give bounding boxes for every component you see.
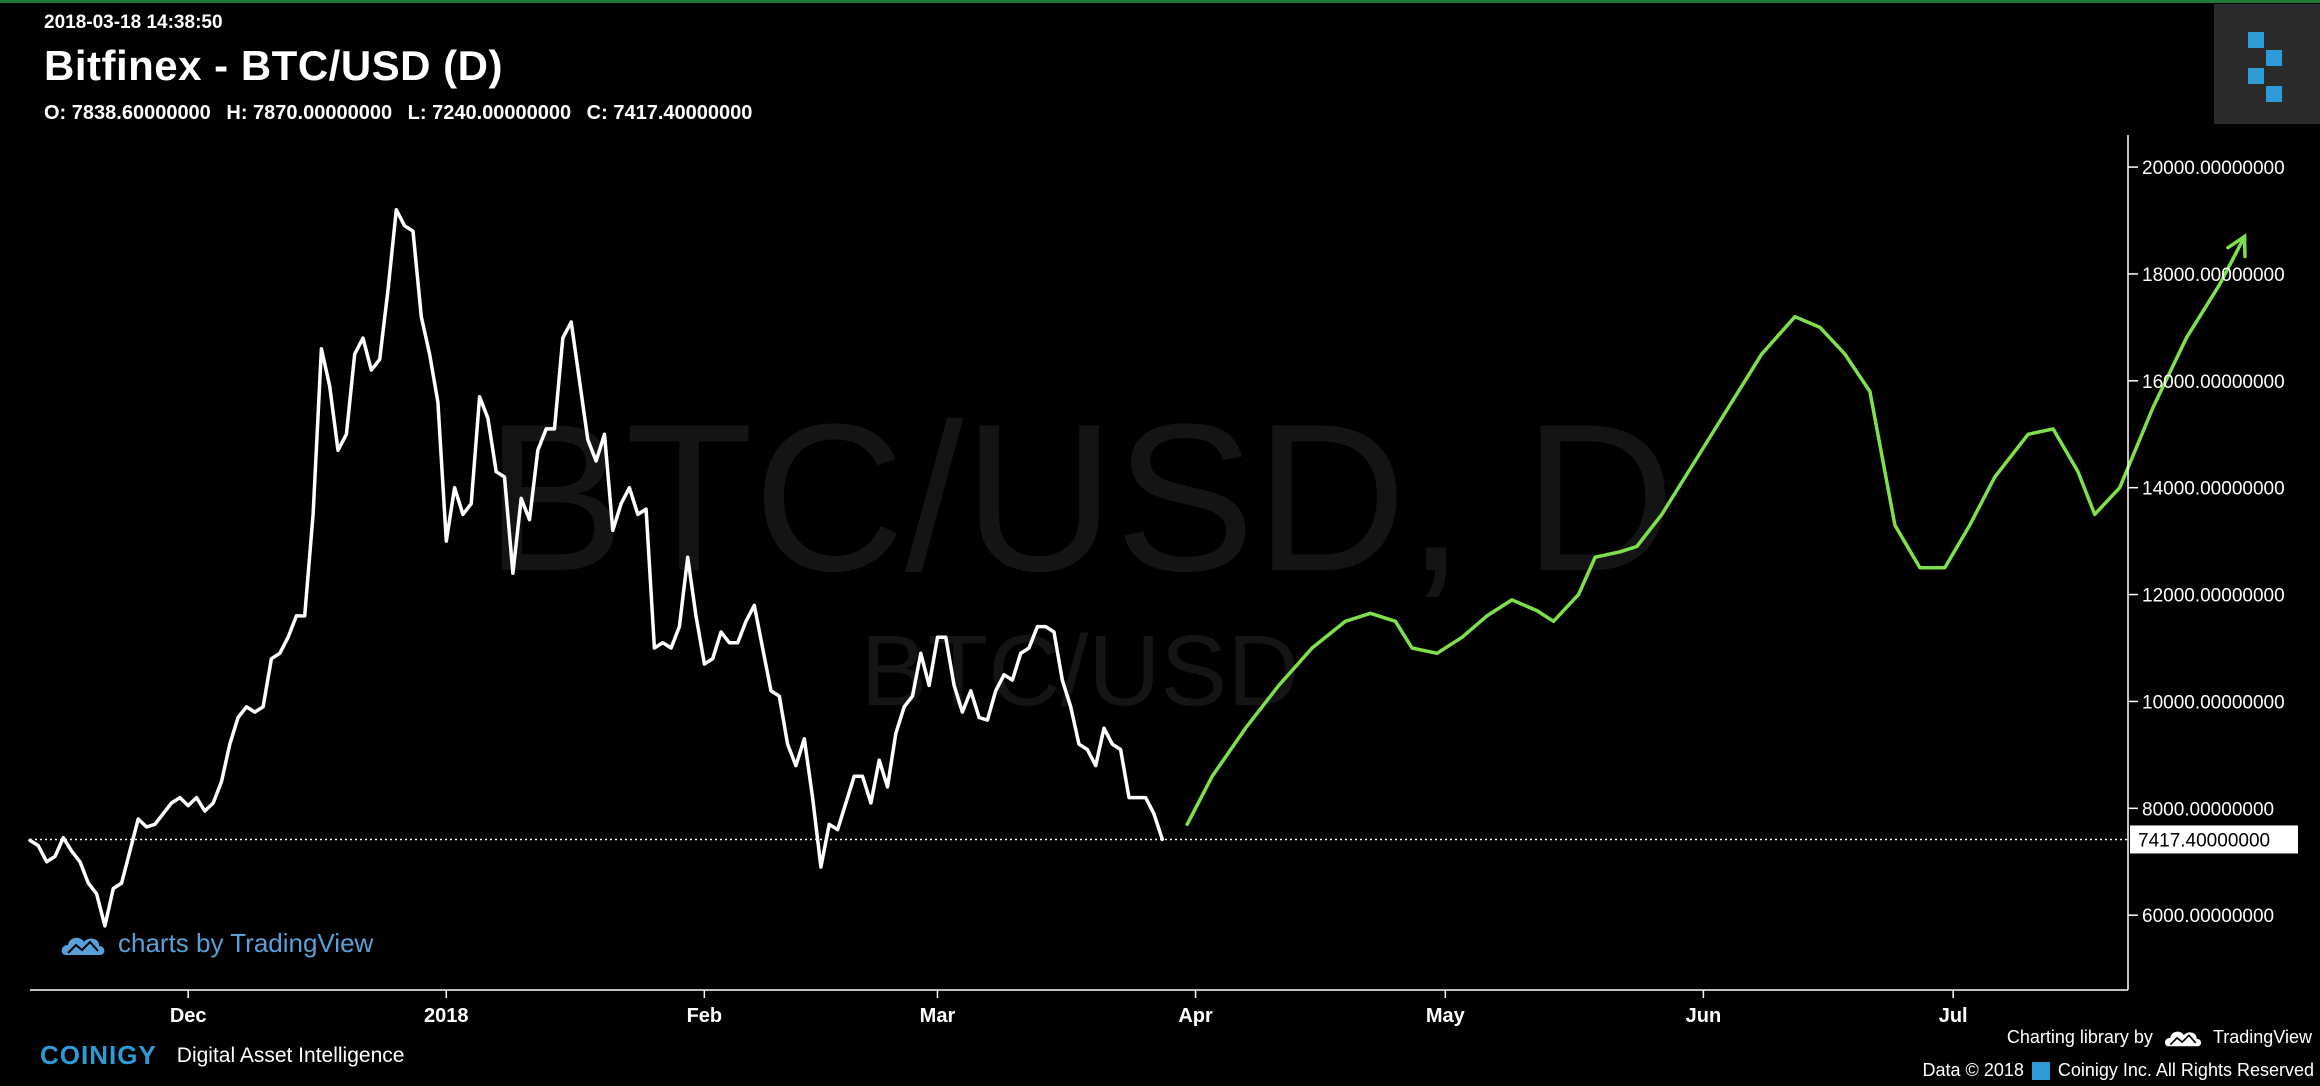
ohlc-open: O: 7838.60000000 (44, 102, 211, 124)
ohlc-high: H: 7870.00000000 (226, 102, 393, 124)
chart-timestamp: 2018-03-18 14:38:50 (44, 12, 223, 33)
chart-title: Bitfinex - BTC/USD (D) (44, 42, 503, 89)
x-tick-label: Apr (1178, 1005, 1213, 1027)
y-tick-label: 16000.00000000 (2142, 372, 2285, 393)
last-price-badge (2130, 825, 2298, 854)
tradingview-watermark[interactable]: charts by TradingView (60, 928, 373, 959)
ohlc-readout: O: 7838.60000000 H: 7870.00000000 L: 724… (44, 102, 762, 125)
x-tick-label: Jun (1686, 1005, 1722, 1027)
y-tick-label: 6000.00000000 (2142, 906, 2274, 927)
tradingview-watermark-text: charts by TradingView (118, 928, 374, 958)
coinigy-branding: COINIGY Digital Asset Intelligence (40, 1040, 404, 1071)
x-tick-label: Dec (170, 1005, 207, 1027)
coinigy-small-icon (2031, 1061, 2050, 1080)
projection-arrowhead (2226, 233, 2247, 259)
data-credit: Data © 2018 Coinigy Inc. All Rights Rese… (1923, 1060, 2314, 1081)
top-accent-line (0, 0, 2320, 3)
charting-library-credit[interactable]: Charting library by TradingView (2007, 1026, 2312, 1048)
x-tick-label: May (1426, 1005, 1466, 1027)
last-price-label: 7417.40000000 (2138, 830, 2270, 851)
tradingview-cloud-icon (2164, 1031, 2202, 1047)
y-tick-label: 8000.00000000 (2142, 799, 2274, 820)
y-tick-label: 14000.00000000 (2142, 479, 2285, 500)
ohlc-low: L: 7240.00000000 (407, 102, 572, 124)
y-tick-label: 18000.00000000 (2142, 265, 2285, 286)
cloud-icon (61, 937, 105, 955)
symbol-watermark-sub: BTC/USD (861, 615, 1300, 727)
x-tick-label: Feb (687, 1005, 723, 1027)
y-tick-label: 12000.00000000 (2142, 586, 2285, 607)
x-tick-label: 2018 (424, 1005, 469, 1027)
symbol-watermark-main: BTC/USD, D (485, 380, 1675, 615)
coinigy-cube-icon (2248, 32, 2282, 102)
coinigy-corner-logo[interactable] (2214, 4, 2320, 124)
projection-series-line (1185, 234, 2247, 827)
coinigy-wordmark: COINIGY (40, 1040, 157, 1070)
data-credit-text: Data © 2018 (1922, 1060, 2024, 1080)
x-tick-label: Mar (920, 1005, 956, 1027)
price-series-line (28, 208, 1165, 928)
x-tick-label: Jul (1939, 1005, 1968, 1027)
ohlc-close: C: 7417.40000000 (586, 102, 753, 124)
charting-library-text: Charting library by (2006, 1026, 2153, 1047)
y-tick-label: 10000.00000000 (2142, 692, 2285, 713)
tradingview-credit-text: TradingView (2212, 1026, 2312, 1047)
y-tick-label: 20000.00000000 (2142, 158, 2285, 179)
coinigy-rights-text: Coinigy Inc. All Rights Reserved (2057, 1060, 2314, 1080)
coinigy-tagline: Digital Asset Intelligence (176, 1043, 405, 1067)
